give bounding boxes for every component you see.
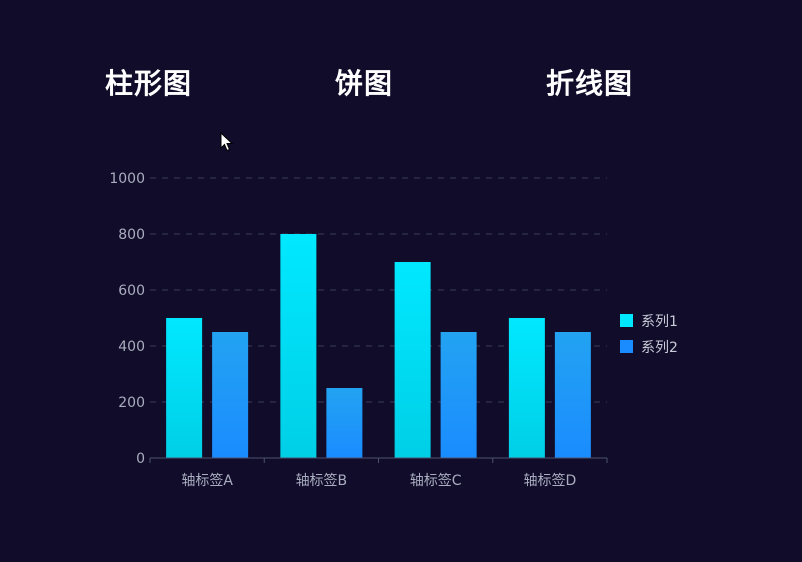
y-tick-label: 200 [118, 395, 145, 411]
bars [166, 234, 591, 458]
y-tick-label: 400 [118, 339, 145, 355]
legend-swatch-1 [620, 314, 633, 327]
x-tick-label: 轴标签C [410, 472, 462, 489]
bar-series2-3 [440, 332, 477, 458]
x-tick-label: 轴标签D [523, 472, 576, 489]
bar-series1-4 [508, 318, 545, 458]
bar-series2-4 [554, 332, 591, 458]
x-tick-label: 轴标签A [181, 472, 233, 489]
tab-pie-chart[interactable]: 饼图 [335, 67, 394, 100]
bar-series1-1 [166, 318, 203, 458]
legend: 系列1 系列2 [620, 314, 678, 356]
bar-series1-3 [394, 262, 431, 458]
tab-line-chart[interactable]: 折线图 [546, 67, 634, 100]
chart-type-tabs: 柱形图 饼图 折线图 [0, 62, 802, 102]
legend-label-1: 系列1 [641, 314, 678, 330]
y-tick-label: 600 [118, 283, 145, 299]
legend-swatch-2 [620, 340, 633, 353]
bar-series2-2 [326, 388, 363, 458]
y-axis-ticks: 0 200 400 600 800 1000 [109, 171, 145, 467]
y-tick-label: 1000 [109, 171, 145, 187]
x-axis: 轴标签A 轴标签B 轴标签C 轴标签D [149, 457, 608, 489]
bar-series1-2 [280, 234, 317, 458]
bar-series2-1 [212, 332, 249, 458]
y-tick-label: 0 [136, 451, 145, 467]
tab-bar-chart[interactable]: 柱形图 [105, 67, 193, 100]
legend-label-2: 系列2 [641, 340, 678, 356]
mouse-pointer-icon [220, 132, 234, 152]
x-tick-label: 轴标签B [296, 472, 348, 489]
y-tick-label: 800 [118, 227, 145, 243]
